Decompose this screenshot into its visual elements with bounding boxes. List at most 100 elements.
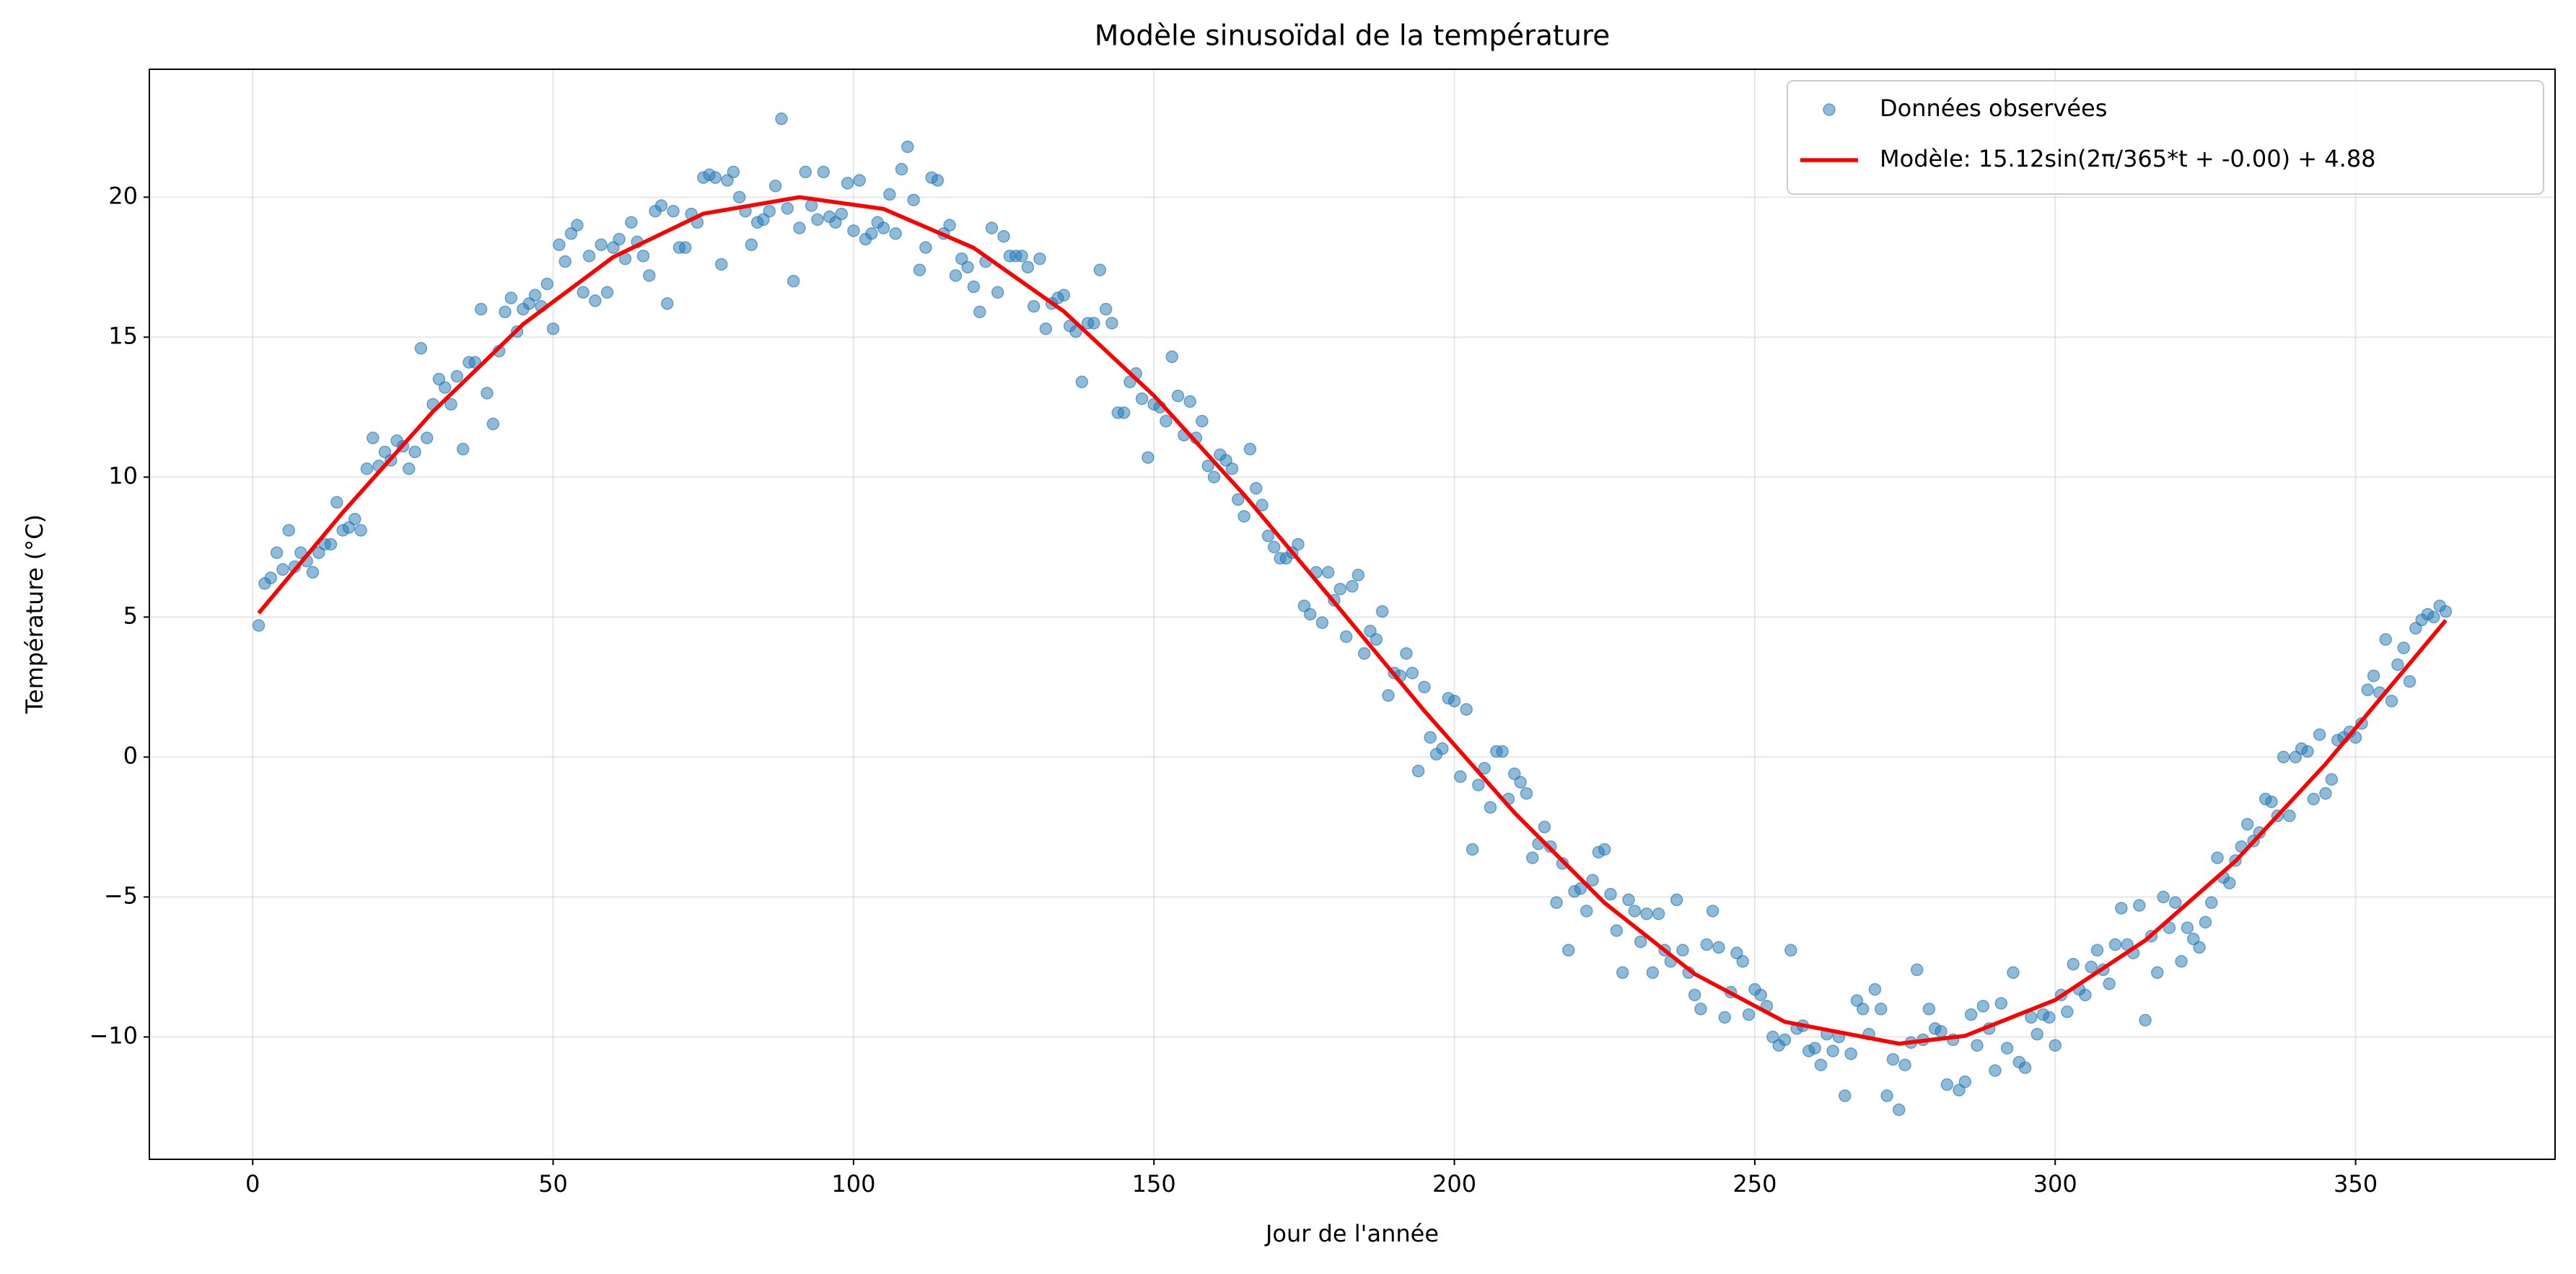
scatter-point [1297,599,1311,612]
scatter-point [1232,493,1245,506]
scatter-point [1640,907,1653,921]
scatter-point [1886,1053,1900,1066]
scatter-point [1826,1045,1839,1058]
scatter-point [456,442,470,456]
scatter-point [961,260,974,274]
scatter-point [474,302,488,316]
scatter-point [793,221,806,234]
scatter-point [1574,882,1587,895]
scatter-point [2204,896,2218,909]
scatter-point [829,216,842,229]
scatter-point [1339,630,1353,643]
scatter-point [1610,924,1624,937]
scatter-point [811,213,824,227]
scatter-point [2079,988,2092,1001]
scatter-point [1225,462,1239,475]
scatter-point [1478,762,1491,775]
scatter-point [847,224,860,237]
scatter-point [577,286,590,299]
scatter-point [402,462,416,475]
scatter-point [853,174,866,187]
scatter-point [1411,765,1425,778]
scatter-point [1424,731,1437,744]
scatter-point [1964,1008,1978,1022]
scatter-point [2061,1005,2074,1019]
scatter-point [1237,509,1250,523]
scatter-point [1117,406,1131,419]
y-tick-label: −10 [89,1022,138,1049]
scatter-point [643,269,656,282]
scatter-point [949,269,963,282]
scatter-point [499,305,512,319]
scatter-point [264,571,277,584]
scatter-point [438,381,452,394]
scatter-point [1538,820,1551,834]
scatter-point [1844,1047,1857,1060]
scatter-point [1321,566,1335,579]
scatter-point [1676,944,1689,957]
scatter-point [1400,647,1413,660]
scatter-point [763,204,776,218]
scatter-point [1087,317,1100,330]
scatter-point [943,219,956,232]
scatter-point [1784,944,1797,957]
scatter-point [907,193,920,206]
scatter-point [2157,890,2170,904]
scatter-point [2175,954,2188,968]
scatter-point [1958,1075,1972,1089]
scatter-point [294,546,307,559]
scatter-point [2193,941,2206,954]
scatter-point [2397,641,2410,654]
scatter-point [1292,537,1305,551]
scatter-point [781,202,794,215]
scatter-point [2199,915,2212,929]
scatter-point [1370,633,1383,646]
scatter-point [1303,607,1317,621]
scatter-point [985,221,999,234]
y-tick-label: 0 [123,742,138,769]
scatter-point [991,286,1004,299]
scatter-point [486,417,500,431]
scatter-point [709,171,722,184]
scatter-point [1514,776,1527,789]
scatter-point [2085,960,2098,974]
scatter-point [636,250,650,263]
scatter-point [1580,905,1593,918]
scatter-point [330,496,343,509]
scatter-point [1520,787,1533,800]
scatter-point [528,289,542,302]
scatter-point [1196,415,1209,428]
scatter-point [2151,966,2164,979]
scatter-point [1976,999,1990,1013]
scatter-point [625,216,638,229]
scatter-point [745,238,758,252]
scatter-point [2391,658,2404,672]
scatter-point [721,174,734,187]
scatter-point [1183,395,1196,408]
scatter-point [1706,905,1719,918]
scatter-point [768,180,782,193]
scatter-point [1021,260,1035,274]
scatter-point [2043,1011,2056,1024]
scatter-point [895,162,908,176]
scatter-point [1700,938,1714,952]
scatter-point [1057,289,1071,302]
scatter-point [270,546,284,559]
scatter-point [1712,941,1725,954]
scatter-point [2000,1042,2014,1055]
scatter-point [2307,792,2321,806]
scatter-point [661,297,674,310]
scatter-point [1754,988,1767,1001]
scatter-point [1880,1089,1893,1102]
scatter-point [817,165,831,179]
scatter-point [349,512,362,526]
scatter-point [1099,302,1113,316]
scatter-point [654,199,668,212]
scatter-point [1160,415,1173,428]
x-tick-label: 0 [245,1170,260,1198]
scatter-point [2361,683,2374,697]
scatter-point [1634,935,1647,949]
scatter-point [2325,773,2338,786]
